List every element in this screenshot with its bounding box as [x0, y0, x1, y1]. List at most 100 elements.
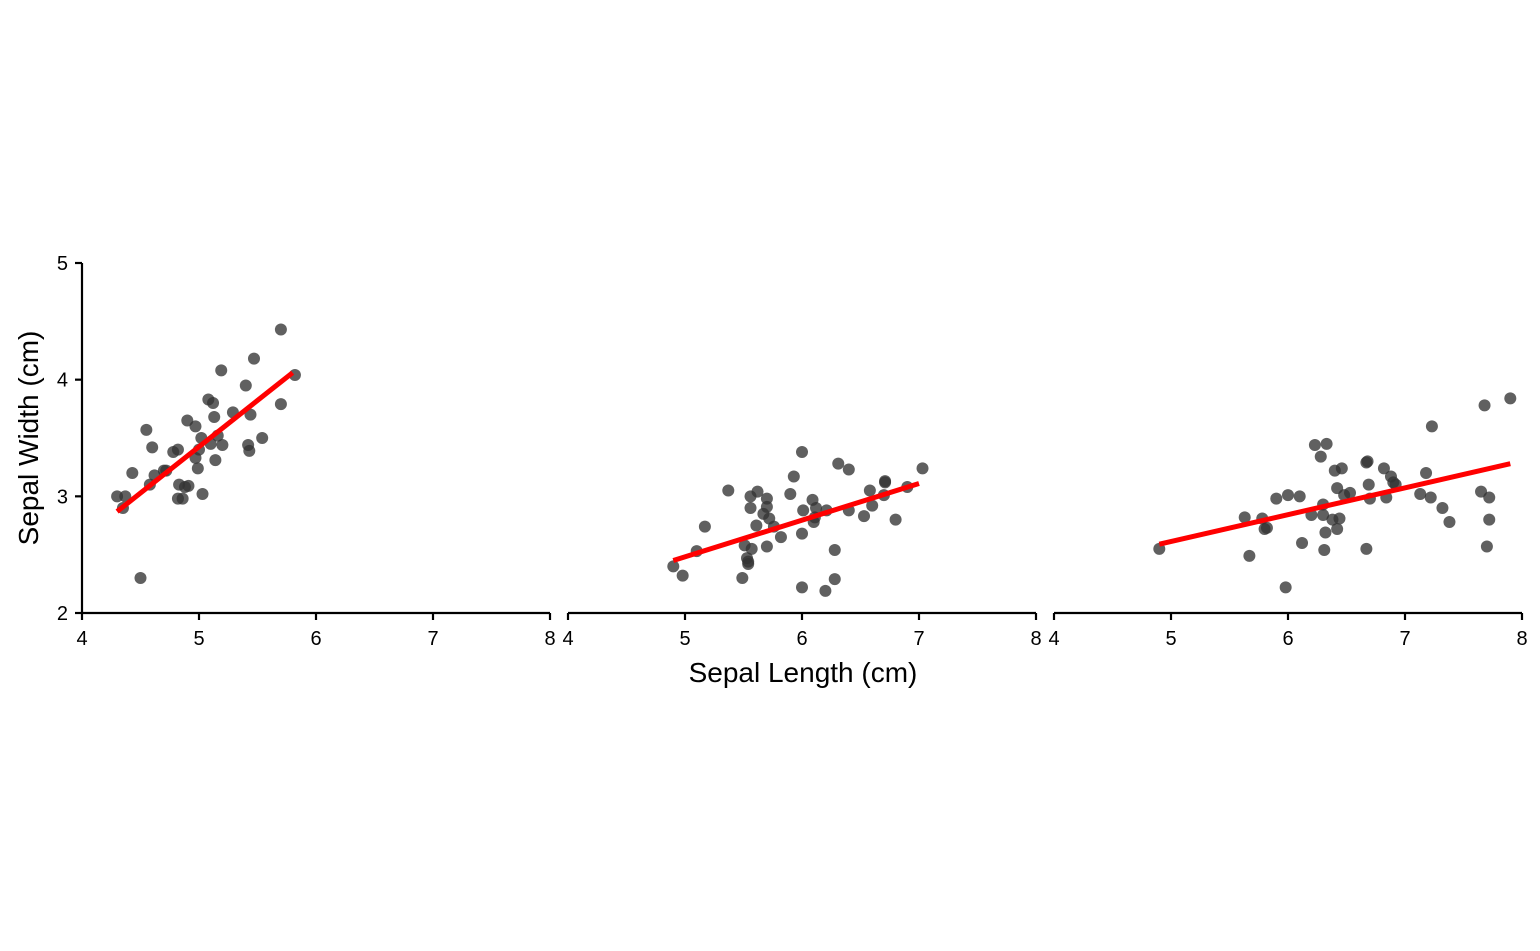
data-point: [1504, 392, 1517, 405]
data-point: [796, 446, 808, 458]
data-point: [797, 504, 810, 517]
data-point: [189, 420, 202, 433]
data-point: [819, 584, 832, 597]
x-tick-label: 8: [1030, 628, 1041, 650]
data-point: [1270, 492, 1283, 505]
data-point: [736, 572, 749, 584]
data-point: [1362, 478, 1375, 491]
data-point: [1425, 420, 1438, 433]
data-point: [744, 502, 757, 514]
panel-2: 4 5 6 7 8: [562, 446, 1042, 650]
data-point: [1319, 526, 1332, 539]
data-point: [745, 542, 758, 555]
data-point: [751, 485, 764, 498]
data-point: [1360, 542, 1373, 555]
y-tick-label: 2: [57, 603, 68, 625]
data-point: [196, 488, 209, 500]
data-point: [1361, 455, 1374, 468]
data-point: [244, 408, 257, 421]
data-point: [1333, 512, 1346, 525]
fit-line: [672, 481, 920, 563]
data-point: [1344, 486, 1357, 499]
data-point: [832, 457, 845, 470]
fit-line: [1158, 461, 1511, 547]
data-point: [1318, 544, 1331, 556]
data-point: [209, 454, 222, 467]
data-point: [750, 519, 763, 532]
data-point: [119, 490, 132, 503]
data-point: [1293, 490, 1306, 503]
data-point: [774, 531, 787, 544]
data-point: [182, 479, 195, 492]
data-point: [742, 555, 755, 568]
data-point: [810, 502, 823, 514]
data-point: [1331, 523, 1344, 535]
data-point: [215, 364, 228, 377]
y-tick-label: 5: [57, 253, 68, 275]
data-point: [1436, 502, 1449, 514]
data-point: [146, 441, 159, 454]
x-tick-label: 4: [562, 628, 573, 650]
data-point: [1483, 513, 1496, 526]
data-point: [760, 540, 773, 553]
data-point: [760, 500, 773, 513]
data-point: [239, 379, 252, 392]
x-tick-label: 6: [1282, 628, 1293, 650]
data-point: [1308, 439, 1321, 451]
y-axis-title: Sepal Width (cm): [13, 331, 44, 546]
data-point: [1320, 437, 1333, 450]
x-tick-label: 8: [1516, 628, 1527, 650]
x-tick-label: 7: [427, 628, 438, 650]
panel-1: 4 5 6 7 8: [76, 323, 556, 650]
x-tick-label: 5: [1165, 628, 1176, 650]
data-point: [1377, 462, 1390, 475]
data-point: [796, 581, 808, 594]
x-tick-label: 4: [76, 628, 87, 650]
data-point: [274, 398, 287, 411]
data-point: [842, 463, 855, 476]
data-point: [784, 488, 797, 500]
data-point: [1414, 488, 1427, 500]
data-point: [1296, 537, 1309, 549]
data-point: [667, 560, 680, 573]
panel-3: 4 5 6 7 8: [1048, 392, 1528, 650]
data-point: [1443, 516, 1456, 528]
y-tick-label: 4: [57, 370, 68, 392]
x-tick-label: 4: [1048, 628, 1059, 650]
y-tick-label: 3: [57, 486, 68, 508]
x-axis-title: Sepal Length (cm): [689, 657, 918, 688]
data-point: [676, 569, 689, 582]
data-point: [134, 572, 147, 584]
data-point: [858, 510, 871, 523]
x-tick-label: 5: [193, 628, 204, 650]
data-point: [889, 513, 902, 526]
data-point: [879, 475, 892, 488]
x-tick-label: 6: [796, 628, 807, 650]
data-point: [140, 423, 153, 436]
fit-line: [115, 370, 295, 514]
data-point: [1260, 521, 1273, 534]
data-point: [1480, 540, 1493, 553]
data-point: [176, 492, 189, 505]
data-point: [828, 573, 841, 586]
data-point: [828, 544, 841, 556]
data-point: [796, 527, 808, 540]
data-point: [1238, 511, 1251, 524]
data-point: [243, 444, 256, 457]
data-point: [1279, 581, 1292, 594]
data-point: [1478, 399, 1491, 412]
data-point: [216, 439, 229, 451]
data-point: [1317, 509, 1330, 521]
data-point: [247, 352, 260, 365]
data-point: [916, 462, 929, 475]
data-point: [1243, 549, 1256, 562]
data-point: [208, 411, 221, 423]
data-point: [1314, 450, 1327, 463]
data-point: [1282, 489, 1294, 502]
data-point: [1420, 467, 1433, 479]
data-point: [698, 520, 711, 533]
data-point: [207, 397, 220, 409]
data-point: [1483, 491, 1496, 504]
